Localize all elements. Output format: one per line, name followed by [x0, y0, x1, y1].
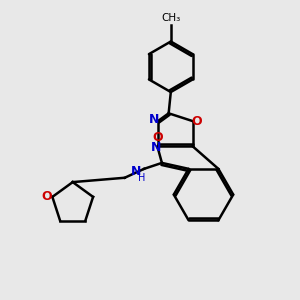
Text: O: O [152, 131, 163, 145]
Text: N: N [151, 141, 162, 154]
Text: N: N [131, 165, 141, 178]
Text: CH₃: CH₃ [161, 13, 180, 23]
Text: H: H [138, 173, 146, 183]
Text: O: O [42, 190, 52, 203]
Text: O: O [191, 115, 202, 128]
Text: N: N [149, 113, 160, 126]
